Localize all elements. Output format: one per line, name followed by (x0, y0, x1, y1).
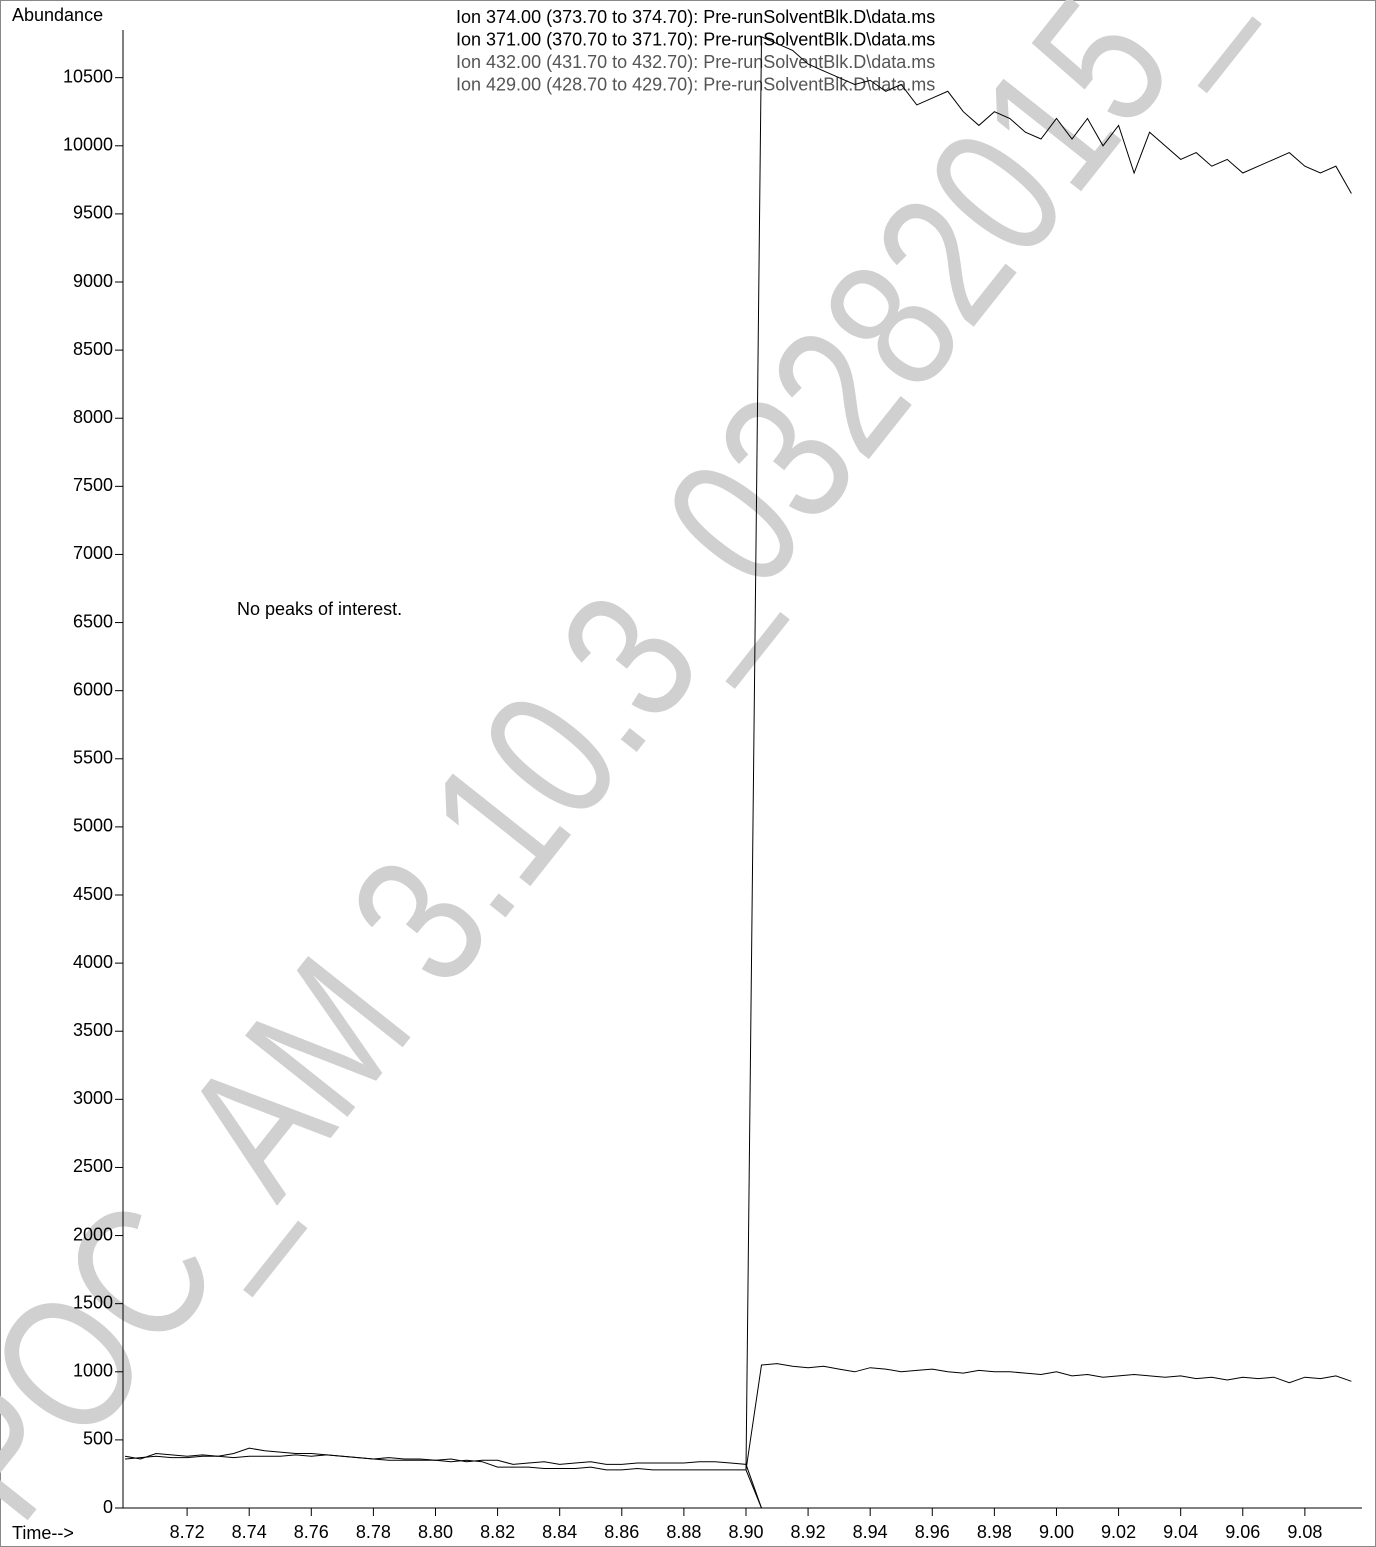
x-tick-label: 8.76 (294, 1522, 329, 1542)
x-tick-label: 8.78 (356, 1522, 391, 1542)
x-tick-label: 9.06 (1225, 1522, 1260, 1542)
x-tick-label: 8.90 (728, 1522, 763, 1542)
x-axis-label: Time--> (12, 1523, 74, 1543)
series-line (124, 1447, 762, 1509)
y-tick-label: 2000 (73, 1224, 113, 1244)
x-tick-label: 8.84 (542, 1522, 577, 1542)
x-tick-label: 8.94 (853, 1522, 888, 1542)
x-tick-label: 8.82 (480, 1522, 515, 1542)
watermark: POC_AM 3.10.3_03282015_ (0, 0, 1265, 1547)
y-tick-label: 10000 (63, 135, 113, 155)
y-tick-label: 5500 (73, 748, 113, 768)
x-tick-label: 8.80 (418, 1522, 453, 1542)
y-tick-label: 1500 (73, 1292, 113, 1312)
y-tick-label: 3000 (73, 1088, 113, 1108)
y-tick-label: 10500 (63, 66, 113, 86)
y-tick-label: 0 (103, 1497, 113, 1517)
y-tick-label: 3500 (73, 1020, 113, 1040)
y-tick-label: 7000 (73, 543, 113, 563)
series-line (124, 1454, 762, 1509)
x-tick-label: 9.00 (1039, 1522, 1074, 1542)
series-line (745, 36, 1352, 1470)
x-tick-label: 9.08 (1287, 1522, 1322, 1542)
x-tick-label: 8.86 (604, 1522, 639, 1542)
x-tick-label: 8.88 (666, 1522, 701, 1542)
annotation: No peaks of interest. (237, 599, 402, 619)
legend-entry: Ion 432.00 (431.70 to 432.70): Pre-runSo… (456, 52, 935, 72)
x-tick-label: 8.92 (791, 1522, 826, 1542)
x-tick-label: 8.98 (977, 1522, 1012, 1542)
y-tick-label: 500 (83, 1429, 113, 1449)
watermark-group: POC_AM 3.10.3_03282015_ (0, 0, 1265, 1547)
y-axis-label: Abundance (12, 5, 103, 25)
x-tick-label: 8.74 (232, 1522, 267, 1542)
legend-entry: Ion 371.00 (370.70 to 371.70): Pre-runSo… (456, 29, 935, 49)
x-tick-label: 9.04 (1163, 1522, 1198, 1542)
y-tick-label: 9500 (73, 203, 113, 223)
y-tick-label: 6500 (73, 611, 113, 631)
y-tick-label: 8500 (73, 339, 113, 359)
x-tick-label: 8.72 (170, 1522, 205, 1542)
legend-entry: Ion 429.00 (428.70 to 429.70): Pre-runSo… (456, 74, 935, 94)
y-tick-label: 9000 (73, 271, 113, 291)
y-tick-label: 5000 (73, 816, 113, 836)
y-tick-label: 1000 (73, 1361, 113, 1381)
legend-entry: Ion 374.00 (373.70 to 374.70): Pre-runSo… (456, 7, 935, 27)
y-tick-label: 7500 (73, 475, 113, 495)
x-tick-label: 9.02 (1101, 1522, 1136, 1542)
y-tick-label: 6000 (73, 679, 113, 699)
x-tick-label: 8.96 (915, 1522, 950, 1542)
series-line (745, 1363, 1352, 1470)
y-tick-label: 2500 (73, 1156, 113, 1176)
y-tick-label: 4000 (73, 952, 113, 972)
y-tick-label: 8000 (73, 407, 113, 427)
y-tick-label: 4500 (73, 884, 113, 904)
